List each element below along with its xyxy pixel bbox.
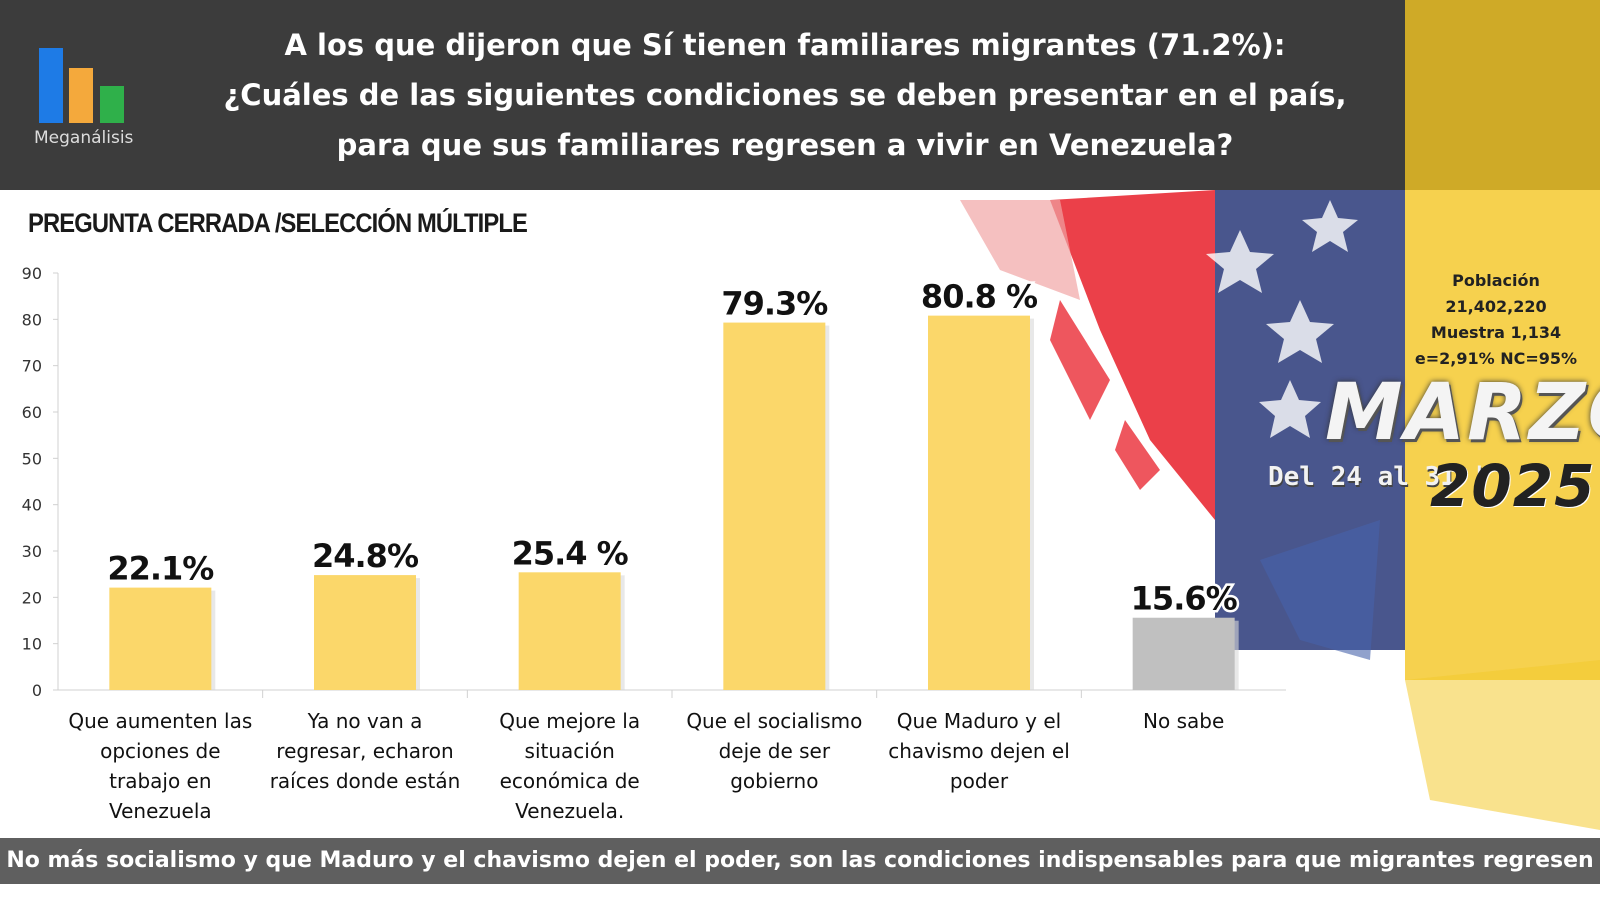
survey-info-box: Población 21,402,220 Muestra 1,134 e=2,9… (1396, 268, 1596, 372)
category-label: deje de ser (719, 739, 831, 763)
category-label: Que el socialismo (686, 709, 862, 733)
data-label: 22.1% (107, 550, 214, 588)
category-label: Que mejore la (499, 709, 640, 733)
bar (1132, 617, 1235, 690)
y-tick-label: 20 (22, 588, 42, 607)
chart-title-line-1: A los que dijeron que Sí tienen familiar… (284, 28, 1286, 62)
y-tick-label: 10 (22, 635, 42, 654)
y-tick-label: 40 (22, 496, 42, 515)
error-margin: e=2,91% NC=95% (1414, 349, 1578, 368)
data-labels: 22.1% 24.8% 25.4 % 79.3% 80.8 % 15.6% (105, 275, 1241, 620)
category-label: poder (950, 769, 1009, 793)
bar (723, 322, 826, 690)
data-label: 79.3% (721, 285, 828, 323)
category-label: gobierno (730, 769, 818, 793)
header-bar (0, 0, 1600, 190)
category-label: chavismo dejen el (888, 739, 1070, 763)
bars (109, 315, 1239, 690)
survey-month: MARZO (1325, 368, 1600, 458)
y-tick-label: 0 (32, 681, 42, 700)
sample-size: Muestra 1,134 (1430, 323, 1562, 342)
category-label: No sabe (1143, 709, 1224, 733)
category-label: Ya no van a (307, 709, 423, 733)
y-tick-label: 90 (22, 264, 42, 283)
category-label: situación (525, 739, 615, 763)
survey-year: 2025 (1430, 452, 1596, 520)
bar (928, 315, 1030, 690)
y-tick-label: 60 (22, 403, 42, 422)
bar (518, 572, 621, 690)
population-value: 21,402,220 (1445, 297, 1547, 316)
data-label: 25.4 % (512, 534, 629, 572)
y-tick-label: 30 (22, 542, 42, 561)
bar-chart: 0 10 20 30 40 50 60 70 80 90 22.1% 24.8% 25.4 % 79.3… (22, 264, 1286, 823)
bar (314, 575, 416, 690)
data-label: 24.8% (312, 537, 419, 575)
footer-conclusion: No más socialismo y que Maduro y el chav… (6, 848, 1594, 873)
category-label: económica de (500, 769, 640, 793)
logo-text: Meganálisis (34, 128, 134, 148)
category-label: opciones de (100, 739, 220, 763)
category-label: Que aumenten las (68, 709, 252, 733)
survey-dates: Del 24 al 31 | (1268, 462, 1488, 492)
category-label: regresar, echaron (276, 739, 453, 763)
category-label: trabajo en (109, 769, 211, 793)
population-label: Población (1452, 271, 1540, 290)
category-label: raíces donde están (270, 769, 461, 793)
y-axis: 0 10 20 30 40 50 60 70 80 90 (22, 264, 1286, 700)
y-tick-label: 50 (22, 449, 42, 468)
question-type-subtitle: PREGUNTA CERRADA /SELECCIÓN MÚLTIPLE (28, 208, 528, 238)
y-tick-label: 70 (22, 357, 42, 376)
chart-title-line-3: para que sus familiares regresen a vivir… (336, 128, 1234, 162)
bar (109, 587, 212, 690)
x-axis-categories: Que aumenten las opciones de trabajo en Ven… (68, 709, 1224, 823)
chart-title-line-2: ¿Cuáles de las siguientes condiciones se… (223, 78, 1347, 112)
category-label: Que Maduro y el (897, 709, 1061, 733)
meganalisis-logo (39, 48, 124, 123)
category-label: Venezuela. (515, 799, 624, 823)
footer-bar (0, 838, 1600, 884)
data-label: 80.8 % (921, 278, 1038, 316)
category-label: Venezuela (109, 799, 212, 823)
data-label: 15.6% (1131, 580, 1238, 618)
y-tick-label: 80 (22, 310, 42, 329)
